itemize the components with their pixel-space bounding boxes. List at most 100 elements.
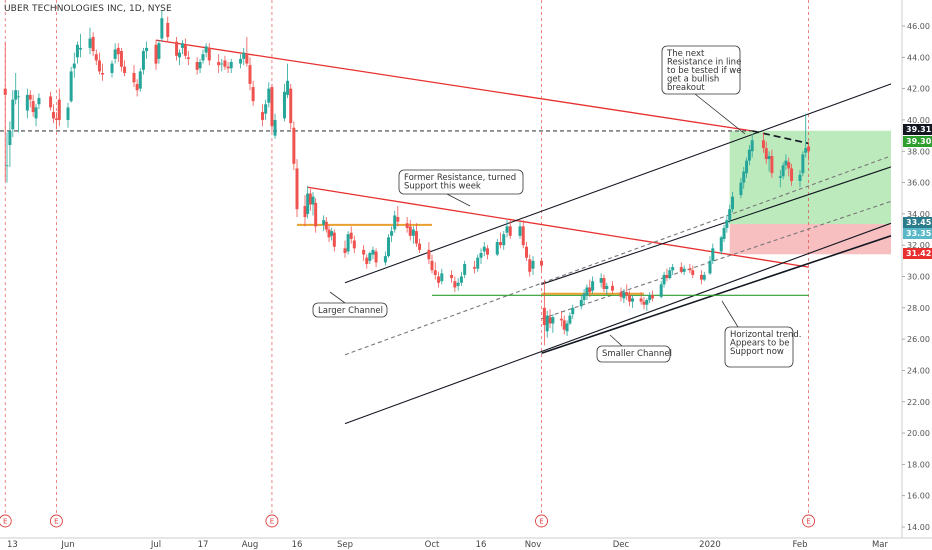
candle-116: [505, 226, 509, 233]
candle-50: [220, 63, 224, 65]
annotation-box-1: [398, 169, 524, 195]
candle-71: [308, 193, 312, 205]
candle-32: [138, 71, 142, 89]
candle-184: [798, 174, 802, 181]
candle-23: [97, 60, 101, 72]
candle-125: [545, 315, 549, 332]
candle-90: [390, 231, 394, 236]
candle-185: [801, 154, 805, 174]
y-tick-label-1: 44.00: [907, 53, 930, 62]
annotation-text-0-2: to be tested if we: [667, 66, 741, 76]
candle-182: [787, 162, 791, 169]
candle-96: [414, 231, 418, 244]
candle-150: [648, 295, 652, 300]
candle-111: [482, 246, 486, 252]
candle-117: [508, 226, 512, 236]
candle-63: [273, 119, 277, 136]
candle-136: [588, 287, 592, 293]
candle-132: [571, 307, 575, 315]
candle-107: [463, 263, 467, 275]
candle-170: [739, 182, 743, 196]
candle-126: [548, 317, 552, 324]
annotation-text-1-1: Support this week: [404, 182, 481, 192]
candle-12: [51, 112, 55, 119]
annotation-text-0-3: get a bullish: [667, 75, 719, 85]
earnings-badge-label-0: E: [3, 518, 7, 526]
y-tick-label-14: 18.00: [907, 460, 930, 469]
candle-169: [731, 196, 734, 210]
candle-174: [750, 140, 754, 152]
candle-97: [418, 243, 422, 250]
earnings-badge-label-1: E: [54, 518, 58, 526]
candle-65: [286, 80, 290, 95]
candle-72: [311, 196, 315, 205]
candle-48: [207, 47, 211, 61]
candle-151: [651, 295, 655, 299]
candle-16: [69, 71, 73, 102]
trendline-3: [344, 83, 892, 284]
candle-160: [691, 270, 695, 275]
y-tick-label-12: 22.00: [907, 398, 930, 407]
candle-81: [349, 232, 353, 239]
annotation-box-0: [661, 45, 741, 95]
x-tick-label-11: 2020: [699, 540, 721, 550]
zone-1: [729, 224, 891, 255]
candle-61: [267, 88, 271, 103]
candle-78: [332, 232, 336, 247]
candle-153: [662, 274, 666, 285]
candle-15: [66, 107, 70, 120]
candle-139: [602, 278, 606, 290]
candle-85: [368, 253, 372, 261]
trendline-0: [155, 39, 753, 132]
candle-83: [362, 249, 366, 255]
candle-167: [725, 220, 729, 228]
candle-176: [764, 148, 768, 160]
x-tick-label-1: Jun: [60, 540, 74, 550]
y-tick-label-4: 38.00: [907, 147, 930, 156]
price-tag-2: [903, 217, 932, 228]
x-tick-label-7: Oct: [425, 540, 440, 550]
candle-112: [486, 248, 489, 255]
price-tag-label-4: 31.42: [906, 249, 931, 258]
candle-98: [427, 249, 431, 260]
earnings-badge-1: [49, 514, 63, 528]
price-tag-label-1: 39.30: [906, 137, 932, 146]
y-tick-label-10: 26.00: [907, 335, 930, 344]
candle-27: [116, 47, 120, 55]
candle-95: [411, 229, 415, 236]
x-tick-label-13: Mar: [872, 540, 889, 550]
candle-29: [123, 66, 127, 73]
candle-35: [154, 44, 158, 64]
candle-33: [141, 51, 145, 70]
candle-14: [57, 99, 61, 120]
candle-130: [565, 323, 569, 332]
x-tick-label-3: 17: [198, 540, 209, 550]
candle-144: [625, 292, 629, 296]
candle-10: [37, 98, 41, 105]
candle-146: [630, 298, 634, 302]
candle-42: [183, 44, 187, 56]
candle-74: [322, 220, 326, 225]
candle-54: [239, 58, 243, 64]
candle-68: [295, 168, 299, 210]
annotation-text-3-2: Support now: [730, 347, 784, 357]
candle-118: [518, 226, 522, 236]
candle-73: [314, 202, 318, 227]
candle-175: [761, 140, 765, 149]
trendline-1: [307, 186, 809, 268]
annotation-text-0-1: Resistance in line: [667, 58, 741, 68]
annotation-box-3: [724, 326, 794, 368]
price-axis-background: [902, 0, 932, 550]
candle-186: [804, 148, 808, 153]
candle-19: [79, 47, 83, 50]
candle-94: [408, 226, 412, 236]
candle-45: [198, 62, 202, 69]
candle-62: [270, 87, 274, 127]
candle-22: [94, 54, 98, 61]
candle-171: [742, 171, 746, 183]
candle-103: [450, 274, 454, 279]
candle-37: [160, 18, 164, 39]
annotation-text-3-1: Appears to be: [730, 339, 790, 349]
candle-138: [599, 278, 603, 283]
